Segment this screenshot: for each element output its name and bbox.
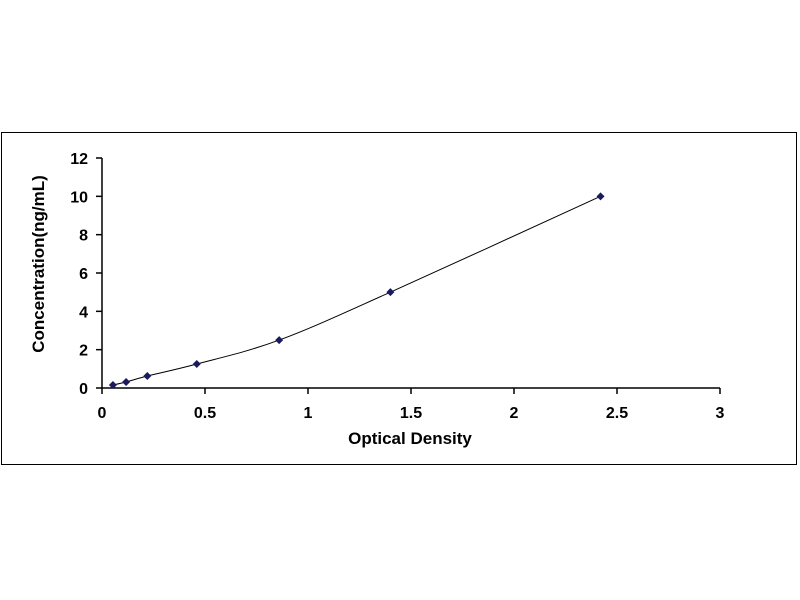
trend-curve: [112, 195, 601, 386]
x-tick-label: 1: [304, 405, 313, 422]
data-point: [275, 336, 284, 345]
chart-frame: [1, 132, 797, 465]
y-tick-label: 4: [79, 304, 88, 321]
data-point: [596, 192, 605, 201]
x-tick-label: 3: [716, 405, 725, 422]
y-tick-label: 6: [79, 266, 88, 283]
data-point: [122, 378, 131, 387]
y-tick-label: 2: [79, 343, 88, 360]
y-tick-label: 12: [70, 151, 88, 168]
y-tick-label: 8: [79, 228, 88, 245]
x-axis-label: Optical Density: [348, 429, 472, 448]
x-tick-label: 0.5: [194, 405, 216, 422]
y-tick-label: 10: [70, 189, 88, 206]
x-tick-label: 2.5: [606, 405, 628, 422]
data-point: [192, 360, 201, 369]
x-tick-label: 1.5: [400, 405, 422, 422]
x-tick-label: 0: [98, 405, 107, 422]
data-point: [143, 372, 152, 381]
y-tick-label: 0: [79, 381, 88, 398]
x-tick-label: 2: [510, 405, 519, 422]
y-axis-label: Concentration(ng/mL): [29, 175, 48, 353]
data-point: [386, 288, 395, 297]
data-point: [108, 381, 117, 390]
